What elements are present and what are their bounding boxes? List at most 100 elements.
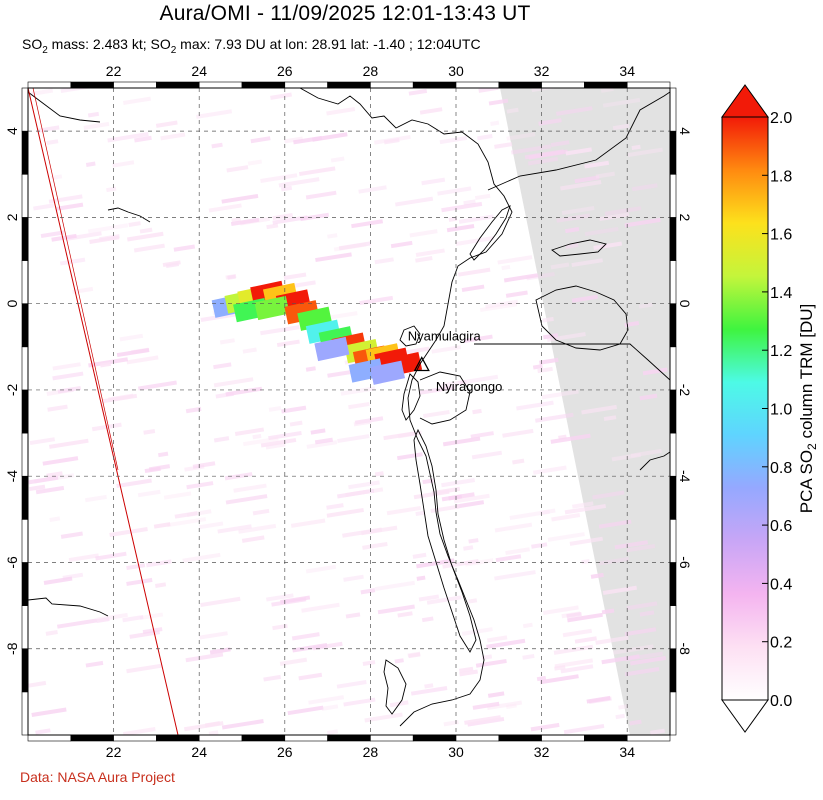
noise-stripe <box>272 623 288 631</box>
noise-stripe <box>642 367 668 376</box>
noise-stripe <box>512 458 525 465</box>
noise-stripe <box>526 271 555 281</box>
noise-stripe <box>631 183 658 192</box>
noise-stripe <box>143 429 156 435</box>
frame-band <box>455 734 500 742</box>
colorbar-tick-label: 0.6 <box>770 518 792 535</box>
noise-stripe <box>51 233 77 242</box>
orbit-edge-line-2 <box>32 88 119 471</box>
lat-tick-label-left: -2 <box>4 383 20 396</box>
lake-victoria <box>535 285 629 351</box>
noise-stripe <box>301 602 340 613</box>
frame-band <box>584 734 628 742</box>
noise-stripe <box>133 243 165 253</box>
western-border <box>28 597 109 617</box>
noise-stripe <box>602 585 638 595</box>
volcano-markers: Nyamulagira Nyiragongo <box>408 328 503 394</box>
noise-stripe <box>604 206 642 216</box>
noise-stripe <box>128 221 141 227</box>
noise-stripe <box>494 142 513 149</box>
noise-stripe <box>463 334 493 344</box>
coastlines <box>28 88 670 727</box>
frame-band <box>669 432 677 477</box>
noise-stripe <box>162 260 181 268</box>
frame-band <box>498 734 542 742</box>
noise-stripe <box>85 161 96 167</box>
noise-stripe <box>418 594 440 602</box>
noise-stripe <box>348 480 380 490</box>
frame-band <box>584 81 628 89</box>
colorbar-tick-label: 1.8 <box>770 168 792 185</box>
lon-tick-label: 22 <box>106 744 122 760</box>
noise-stripe <box>453 493 490 504</box>
noise-stripe <box>243 436 279 447</box>
noise-stripe <box>506 107 519 114</box>
frame-band <box>113 734 157 742</box>
noise-stripe <box>624 217 661 228</box>
noise-stripe <box>630 448 662 458</box>
graticule <box>28 88 670 735</box>
frame-band <box>27 734 72 742</box>
noise-stripe <box>336 680 367 689</box>
noise-stripe <box>505 290 528 298</box>
noise-stripe <box>639 610 655 617</box>
sudan-border <box>28 91 101 123</box>
lake-kyoga <box>551 239 607 257</box>
rwanda-burundi <box>419 371 471 425</box>
noise-stripe <box>409 229 438 238</box>
noise-stripe <box>35 728 51 735</box>
lon-tick-label: 34 <box>619 63 635 79</box>
noise-stripe <box>431 345 462 354</box>
frame-band <box>370 81 414 89</box>
noise-stripe <box>415 510 426 517</box>
frame-band <box>156 81 200 89</box>
noise-stripe <box>571 294 599 303</box>
lon-tick-label: 26 <box>277 63 293 79</box>
noise-stripe <box>102 393 138 404</box>
noise-stripe <box>441 478 476 488</box>
colorbar-min-extend-icon <box>721 699 769 733</box>
noise-stripe <box>536 675 547 682</box>
noise-stripe <box>219 338 235 345</box>
noise-stripe <box>456 500 485 509</box>
subtitle-subscript-2: 2 <box>170 44 177 56</box>
lat-tick-label-right: -4 <box>677 470 693 483</box>
frame-band <box>669 605 677 650</box>
noise-stripe <box>494 570 536 581</box>
noise-stripe <box>163 491 192 500</box>
noise-stripe <box>305 190 337 200</box>
frame-band <box>327 734 371 742</box>
noise-stripe <box>477 134 493 141</box>
noise-stripe <box>35 485 65 495</box>
noise-stripe <box>397 611 413 618</box>
noise-stripe <box>383 431 416 441</box>
map-title: Aura/OMI - 11/09/2025 12:01-13:43 UT <box>159 2 531 25</box>
noise-stripe <box>88 223 129 234</box>
noise-stripe <box>217 524 252 534</box>
noise-stripe <box>590 572 604 579</box>
noise-stripe <box>225 386 263 397</box>
noise-stripe <box>45 630 58 636</box>
colorbar-tick-label: 1.6 <box>770 227 792 244</box>
noise-stripe <box>268 406 282 412</box>
noise-stripe <box>601 608 615 615</box>
frame-band <box>198 734 243 742</box>
noise-stripe <box>43 576 73 585</box>
noise-stripe <box>361 525 398 536</box>
noise-stripe <box>472 701 500 710</box>
noise-stripe <box>324 311 358 321</box>
noise-stripe <box>116 348 150 358</box>
lon-tick-label: 24 <box>191 744 207 760</box>
noise-stripe <box>630 655 667 666</box>
frame-band <box>669 130 677 175</box>
noise-stripe <box>360 588 376 595</box>
frame-band <box>21 260 29 304</box>
colorbar-tick-label: 0.0 <box>770 693 792 710</box>
so2-plume <box>211 280 423 385</box>
lat-tick-label-right: -6 <box>677 556 693 569</box>
frame-band <box>669 389 677 434</box>
noise-stripe <box>362 660 376 666</box>
frame-band <box>455 81 500 89</box>
frame-band <box>70 734 114 742</box>
noise-stripe <box>112 160 135 168</box>
